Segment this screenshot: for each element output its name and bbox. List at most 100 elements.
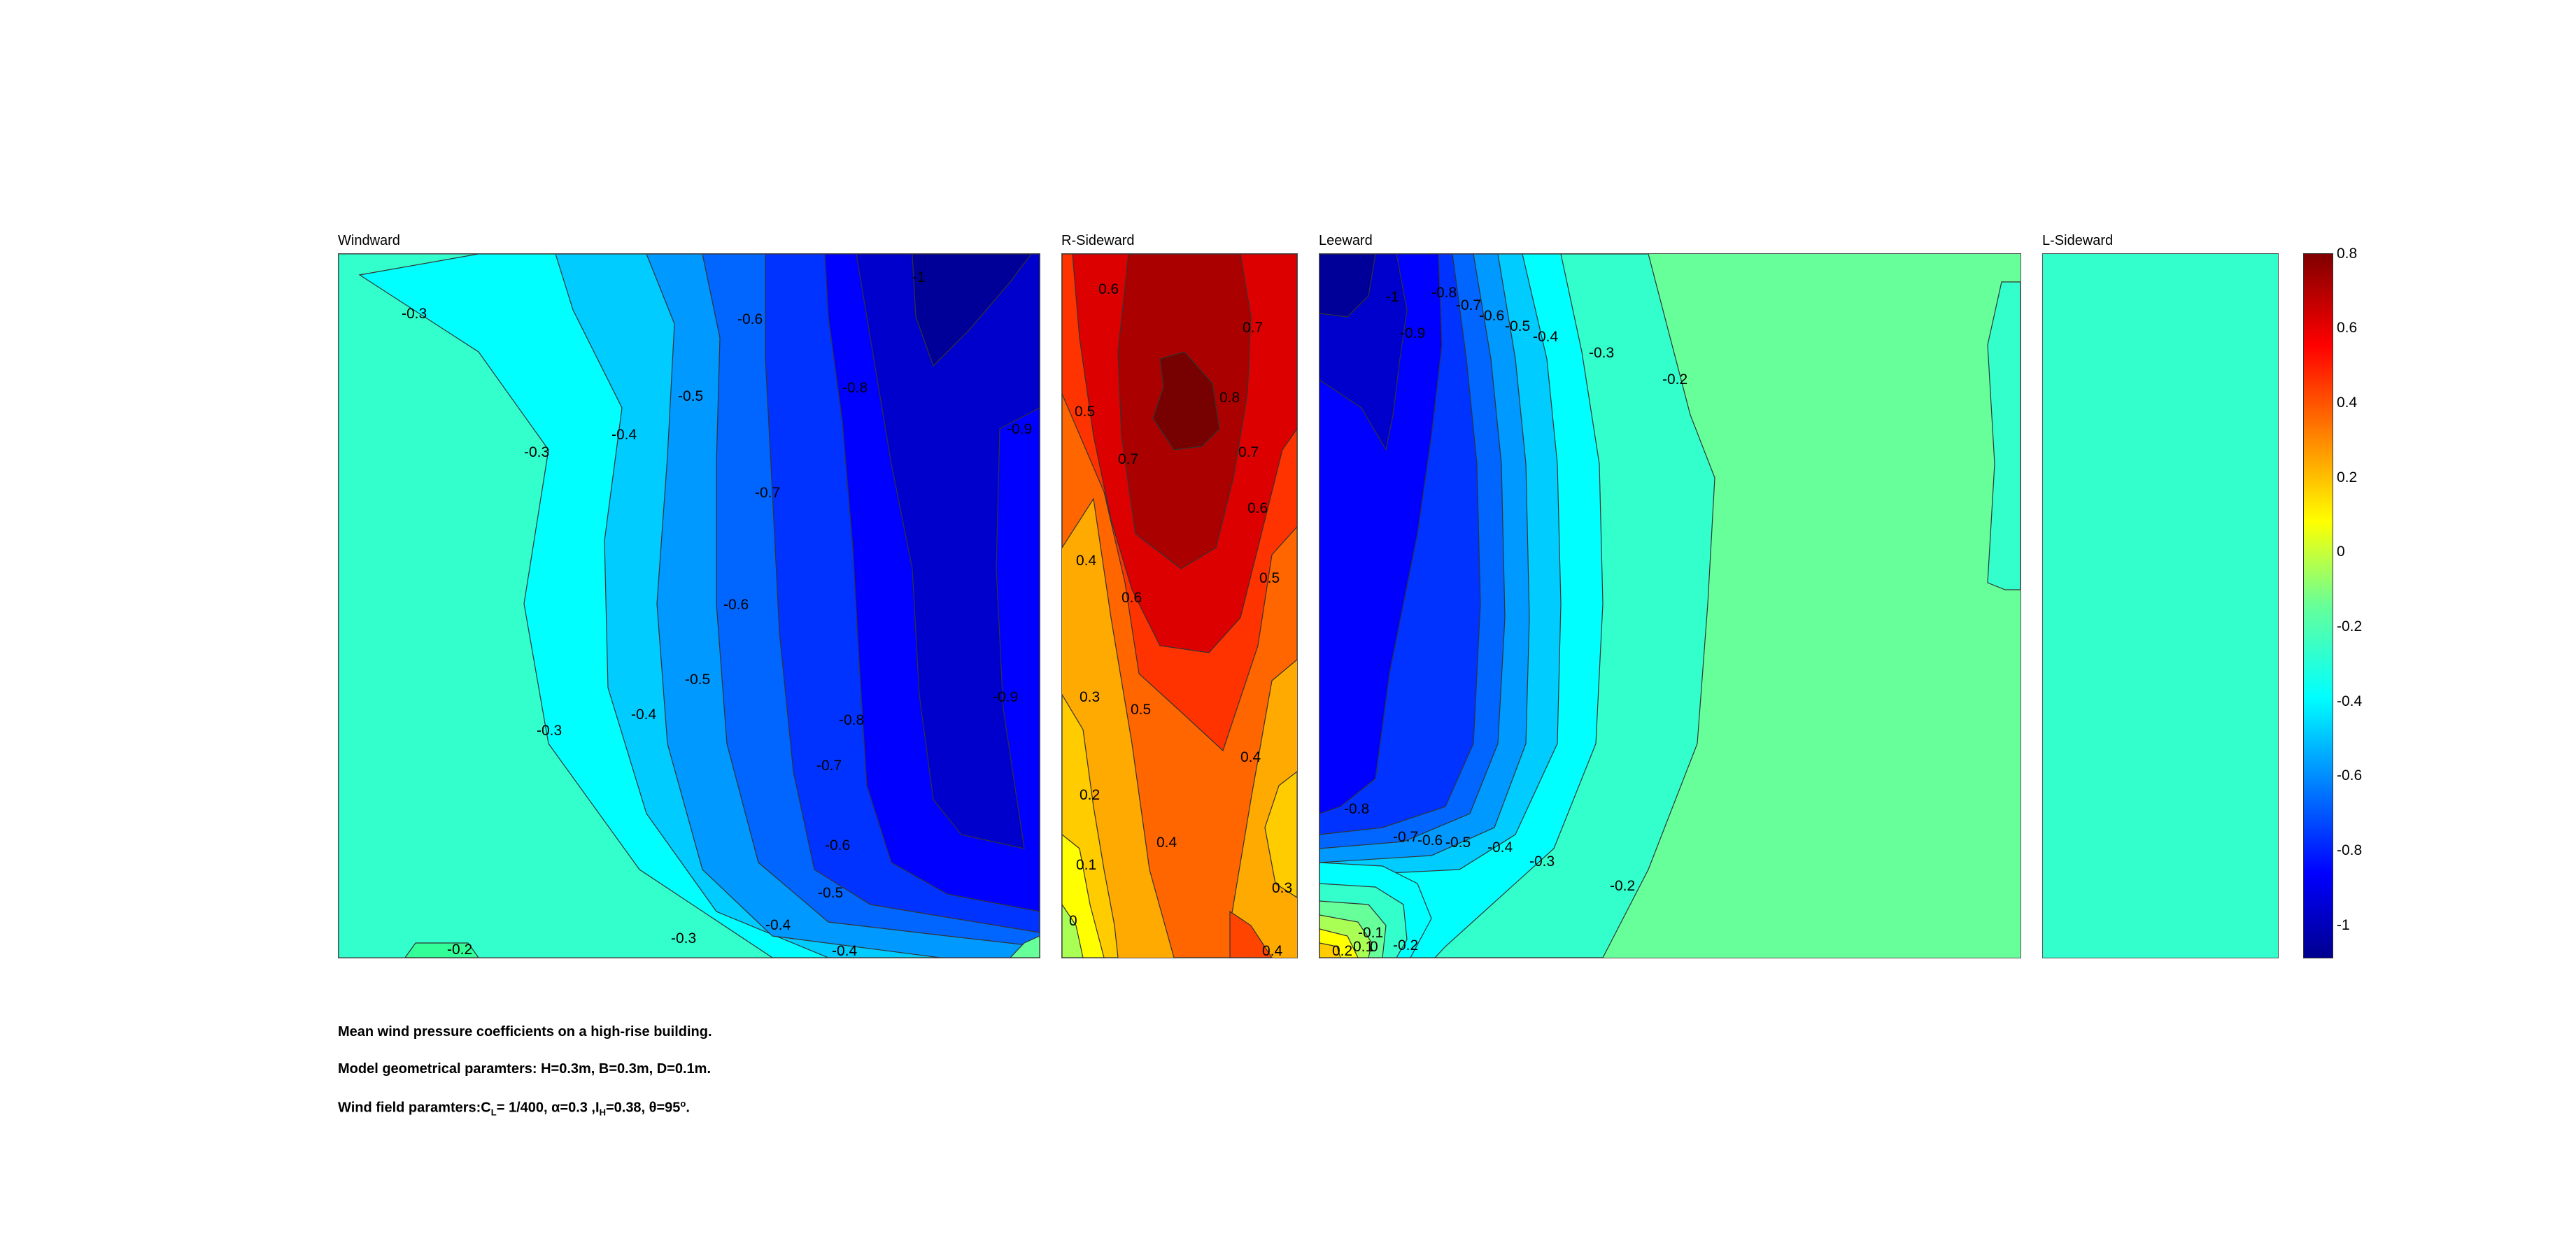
leeward-contour-label: -0.3 <box>1589 345 1614 361</box>
caption-wind-mid: = 1/400, α=0.3 ,I <box>496 1100 600 1116</box>
windward-contour-label: -0.3 <box>402 306 427 322</box>
leeward-contour-label: -0.8 <box>1344 801 1369 817</box>
rside-contour-label: 0.2 <box>1080 787 1100 803</box>
rside-contour-label: 0.8 <box>1219 390 1240 406</box>
rside-region <box>1229 910 1273 958</box>
leeward-region <box>1319 254 1376 318</box>
leeward-contour-label: -0.2 <box>1393 937 1418 953</box>
colorbar-tick-label: 0 <box>2337 544 2345 560</box>
leeward-contour-label: -0.9 <box>1400 325 1425 341</box>
leeward-contour-label: -0.7 <box>1393 829 1418 845</box>
leeward-title: Leeward <box>1319 233 1373 248</box>
caption-wind-suffix: =0.38, θ=95 <box>605 1100 681 1116</box>
leeward-contour-label: 0.1 <box>1353 939 1373 955</box>
leeward-contour-label: 0.2 <box>1332 943 1352 958</box>
colorbar-tick-label: -0.4 <box>2337 693 2363 709</box>
windward-contour-label: -0.4 <box>631 707 657 723</box>
colorbar-tick-label: -0.6 <box>2337 767 2363 783</box>
windward-contour-label: -0.3 <box>671 930 696 946</box>
windward-region <box>912 254 1032 367</box>
leeward-contour-label: -0.5 <box>1505 318 1530 334</box>
windward-contour-label: -0.2 <box>447 942 472 958</box>
rside-contour-label: 0.6 <box>1247 500 1268 516</box>
windward-contour-label: -0.8 <box>842 380 868 396</box>
caption-description: Mean wind pressure coefficients on a hig… <box>338 1024 712 1040</box>
windward-contour-label: -0.9 <box>1007 421 1032 437</box>
leeward-contour-label: -0.4 <box>1533 329 1559 345</box>
colorbar-gradient <box>2304 254 2333 958</box>
windward-contour-label: -0.6 <box>723 597 749 613</box>
colorbar-tick-label: 0.2 <box>2337 469 2358 485</box>
windward-contour-label: -0.3 <box>537 723 562 739</box>
rside-contour-label: 0.4 <box>1156 835 1177 851</box>
caption-sub-h: H <box>599 1107 606 1118</box>
lside-contour-plot <box>2042 253 2279 958</box>
rside-contour-label: 0.3 <box>1080 689 1100 705</box>
leeward-region <box>1319 942 1341 958</box>
lside-svg <box>2043 254 2278 958</box>
colorbar-tick-label: -1 <box>2337 917 2350 933</box>
leeward-svg: -1 -0.8 -0.7 -0.6 -0.5 -0.4 -0.9 -0.3 -0… <box>1319 254 2021 958</box>
windward-contour-label: -0.5 <box>818 885 843 901</box>
leeward-contour-label: -0.5 <box>1445 835 1471 851</box>
rside-contour-label: 0.5 <box>1131 702 1151 718</box>
leeward-contour-label: -0.1 <box>1358 925 1383 941</box>
caption-degree: o <box>680 1098 686 1109</box>
leeward-contour-label: 0 <box>1370 939 1378 955</box>
windward-contour-label: -0.4 <box>765 917 791 933</box>
windward-contour-label: -0.5 <box>678 388 703 404</box>
caption-wind-prefix: Wind field paramters:C <box>338 1100 491 1116</box>
windward-contour-label: -0.5 <box>685 672 710 688</box>
rside-contour-label: 0 <box>1069 913 1077 929</box>
windward-contour-plot: -0.3 -0.6 -1 -0.5 -0.8 -0.3 -0.4 -0.9 -0… <box>338 253 1040 958</box>
windward-contour-label: -0.4 <box>832 943 858 958</box>
windward-region <box>856 254 1040 849</box>
rside-contour-label: 0.7 <box>1243 320 1263 336</box>
colorbar-tick-label: -0.8 <box>2337 842 2363 858</box>
caption-wind-field: Wind field paramters:CL= 1/400, α=0.3 ,I… <box>338 1098 690 1118</box>
leeward-contour-label: -0.7 <box>1456 297 1481 313</box>
rside-region <box>1152 351 1220 451</box>
colorbar-tick-label: 0.8 <box>2337 246 2358 262</box>
windward-contour-label: -0.6 <box>825 837 850 853</box>
leeward-contour-plot: -1 -0.8 -0.7 -0.6 -0.5 -0.4 -0.9 -0.3 -0… <box>1319 253 2021 958</box>
leeward-contour-label: -1 <box>1386 289 1399 305</box>
caption-sub-l: L <box>490 1107 497 1118</box>
windward-contour-label: -0.3 <box>524 444 549 460</box>
leeward-contour-label: -0.4 <box>1487 839 1513 856</box>
windward-contour-label: -1 <box>912 269 926 285</box>
rside-contour-label: 0.6 <box>1121 590 1142 606</box>
rside-contour-label: 0.7 <box>1238 444 1259 460</box>
leeward-contour-label: -0.2 <box>1610 878 1635 894</box>
rside-title: R-Sideward <box>1061 233 1135 248</box>
rside-contour-label: 0.5 <box>1259 570 1280 586</box>
rside-contour-label: 0.6 <box>1098 281 1119 297</box>
rside-contour-label: 0.4 <box>1076 553 1097 569</box>
leeward-contour-label: -0.2 <box>1662 371 1687 388</box>
rside-contour-label: 0.5 <box>1075 404 1095 420</box>
rside-contour-plot: 0.6 0.7 0.5 0.8 0.7 0.7 0.6 0.4 0.6 0.5 … <box>1061 253 1298 958</box>
windward-contour-label: -0.9 <box>993 689 1018 705</box>
leeward-contour-label: -0.3 <box>1529 853 1555 870</box>
leeward-contour-label: -0.8 <box>1431 285 1457 301</box>
windward-region <box>404 942 479 958</box>
windward-contour-label: -0.8 <box>839 712 864 728</box>
lside-region <box>2043 254 2278 958</box>
windward-contour-label: -0.7 <box>816 758 842 774</box>
lside-title: L-Sideward <box>2042 233 2114 248</box>
rside-contour-label: 0.1 <box>1076 857 1096 873</box>
leeward-contour-label: -0.6 <box>1479 308 1504 324</box>
colorbar <box>2303 253 2333 958</box>
windward-title: Windward <box>338 233 400 248</box>
rside-contour-label: 0.7 <box>1118 451 1138 467</box>
windward-contour-label: -0.4 <box>611 427 637 443</box>
rside-svg: 0.6 0.7 0.5 0.8 0.7 0.7 0.6 0.4 0.6 0.5 … <box>1062 254 1297 958</box>
colorbar-tick-label: 0.4 <box>2337 395 2358 411</box>
windward-region <box>1010 935 1040 958</box>
windward-contour-label: -0.7 <box>755 485 780 501</box>
colorbar-tick-label: 0.6 <box>2337 320 2358 336</box>
colorbar-tick-label: -0.2 <box>2337 618 2363 634</box>
windward-svg: -0.3 -0.6 -1 -0.5 -0.8 -0.3 -0.4 -0.9 -0… <box>339 254 1040 958</box>
rside-contour-label: 0.4 <box>1262 943 1283 958</box>
rside-region <box>1062 903 1084 958</box>
